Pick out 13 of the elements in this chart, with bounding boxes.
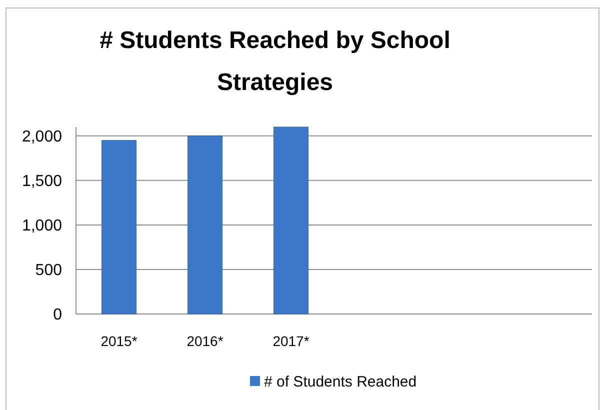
x-tick-label: 2017* bbox=[272, 333, 310, 349]
y-tick-label: 1,500 bbox=[22, 173, 62, 190]
y-tick-label: 500 bbox=[35, 262, 62, 280]
x-tick-label: 2016* bbox=[186, 333, 224, 349]
bar bbox=[102, 140, 136, 314]
y-tick-label: 0 bbox=[53, 306, 62, 324]
bar bbox=[274, 126, 308, 314]
legend-label: # of Students Reached bbox=[264, 373, 417, 390]
chart-title: # Students Reached by School Strategies bbox=[100, 27, 450, 96]
y-tick-label: 1,000 bbox=[22, 218, 62, 235]
bar bbox=[188, 136, 222, 314]
y-tick-label: 2,000 bbox=[22, 128, 62, 146]
x-tick-label: 2015* bbox=[100, 333, 138, 349]
